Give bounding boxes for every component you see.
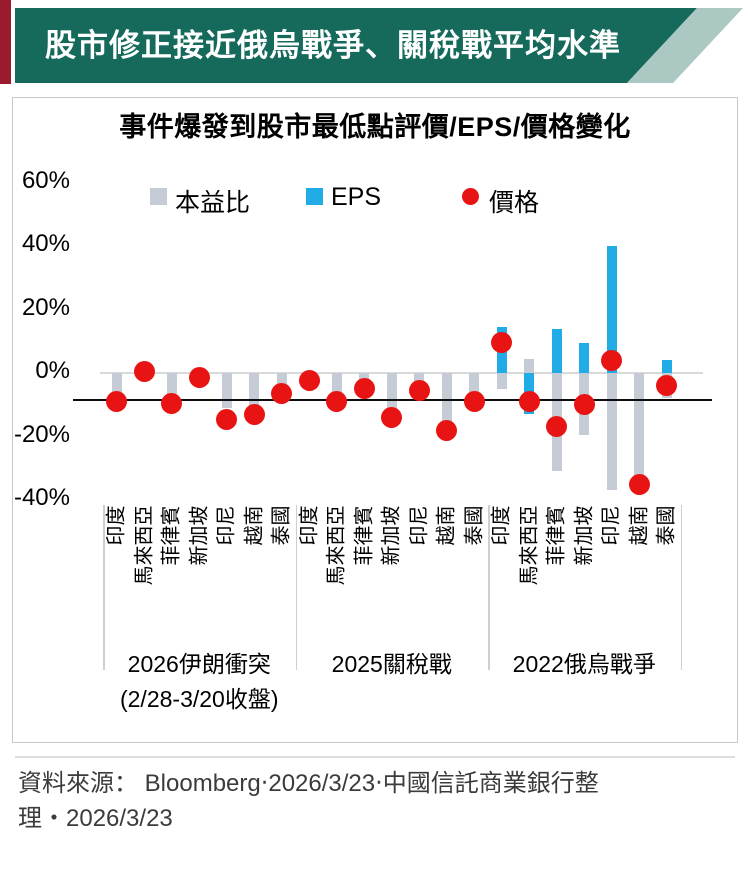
y-axis-tick-label: 20% bbox=[21, 293, 70, 321]
price-dot bbox=[243, 403, 265, 425]
pe-bar bbox=[469, 373, 480, 400]
header-banner: 股市修正接近俄烏戰爭、關稅戰平均水準 bbox=[15, 8, 697, 83]
eps-bar bbox=[551, 328, 562, 373]
chart-panel bbox=[12, 97, 738, 743]
x-axis-category-label: 泰國 bbox=[655, 505, 678, 546]
x-axis-category-label: 泰國 bbox=[463, 505, 486, 546]
price-dot bbox=[573, 394, 595, 416]
pe-bar bbox=[386, 373, 397, 413]
price-dot bbox=[381, 406, 403, 428]
price-dot bbox=[326, 391, 348, 413]
x-axis-category-label: 菲律賓 bbox=[545, 505, 568, 566]
price-dot bbox=[518, 391, 540, 413]
x-axis-category-label: 新加坡 bbox=[380, 505, 403, 566]
pe-bar bbox=[524, 358, 535, 373]
x-axis-category-label: 菲律賓 bbox=[160, 505, 183, 566]
x-axis-category-label: 印度 bbox=[105, 505, 128, 546]
category-divider bbox=[488, 505, 490, 670]
x-axis-category-label: 印尼 bbox=[408, 505, 431, 546]
y-axis-tick-label: -40% bbox=[13, 484, 70, 511]
pe-bar bbox=[111, 373, 122, 393]
price-dot bbox=[546, 416, 568, 438]
pe-bar bbox=[249, 373, 260, 410]
y-axis-tick-label: 40% bbox=[21, 230, 70, 257]
x-axis-category-label: 新加坡 bbox=[188, 505, 211, 566]
price-dot bbox=[628, 473, 650, 495]
price-dot bbox=[106, 391, 128, 413]
footer-divider bbox=[15, 756, 735, 758]
x-axis-category-label: 馬來西亞 bbox=[518, 505, 541, 586]
pe-bar bbox=[166, 373, 177, 394]
x-axis-category-label: 越南 bbox=[435, 505, 458, 546]
page-title: 股市修正接近俄烏戰爭、關稅戰平均水準 bbox=[45, 28, 621, 63]
legend-eps-swatch bbox=[306, 188, 323, 205]
legend-price-label: 價格 bbox=[489, 189, 540, 217]
pe-bar bbox=[606, 373, 617, 491]
y-axis-tick-label: 60% bbox=[21, 166, 70, 194]
category-divider bbox=[295, 505, 297, 670]
pe-bar bbox=[221, 373, 232, 408]
legend-pe-label: 本益比 bbox=[175, 189, 251, 217]
eps-bar bbox=[606, 246, 617, 373]
source-note: 資料來源： Bloomberg‧2026/3/23‧中國信託商業銀行整 理‧20… bbox=[18, 766, 734, 836]
x-axis-category-label: 印尼 bbox=[600, 505, 623, 546]
price-dot bbox=[353, 378, 375, 400]
x-axis-category-label: 新加坡 bbox=[573, 505, 596, 566]
x-axis-category-label: 馬來西亞 bbox=[325, 505, 348, 586]
category-divider bbox=[680, 505, 682, 670]
event-group-label: 2026伊朗衝突 bbox=[127, 651, 271, 677]
pe-bar bbox=[331, 373, 342, 400]
eps-bar bbox=[661, 360, 672, 373]
x-axis-category-label: 印度 bbox=[490, 505, 513, 546]
x-axis-category-label: 馬來西亞 bbox=[133, 505, 156, 586]
chart-title: 事件爆發到股市最低點評價/EPS/價格變化 bbox=[119, 112, 631, 142]
legend-eps-label: EPS bbox=[331, 183, 382, 211]
price-dot bbox=[436, 419, 458, 441]
price-dot bbox=[188, 367, 210, 389]
x-axis-category-label: 泰國 bbox=[270, 505, 293, 546]
event-group-sublabel: (2/28-3/20收盤) bbox=[119, 686, 279, 712]
average-reference-line bbox=[73, 398, 712, 401]
event-group-label: 2022俄烏戰爭 bbox=[512, 651, 656, 677]
x-axis-category-label: 印尼 bbox=[215, 505, 238, 546]
eps-bar bbox=[579, 342, 590, 373]
price-dot bbox=[216, 408, 238, 430]
x-axis-category-label: 菲律賓 bbox=[353, 505, 376, 566]
zero-gridline bbox=[100, 372, 703, 374]
price-dot bbox=[133, 360, 155, 382]
pe-bar bbox=[496, 373, 507, 389]
x-axis-category-label: 越南 bbox=[243, 505, 266, 546]
y-axis-tick-label: -20% bbox=[13, 420, 70, 448]
price-dot bbox=[298, 370, 320, 392]
price-dot bbox=[601, 349, 623, 371]
pe-bar bbox=[634, 373, 645, 478]
price-dot bbox=[463, 391, 485, 413]
x-axis-category-label: 越南 bbox=[628, 505, 651, 546]
source-note-line2: 理‧2026/3/23 bbox=[18, 805, 173, 832]
price-dot bbox=[161, 392, 183, 414]
price-dot bbox=[491, 332, 513, 354]
price-dot bbox=[656, 375, 678, 397]
price-dot bbox=[408, 379, 430, 401]
event-group-label: 2025關稅戰 bbox=[331, 651, 452, 677]
price-dot bbox=[271, 383, 293, 405]
legend-pe-swatch bbox=[150, 188, 167, 205]
source-note-line1: 資料來源： Bloomberg‧2026/3/23‧中國信託商業銀行整 bbox=[18, 770, 599, 797]
category-divider bbox=[103, 505, 105, 670]
corner-accent-bar bbox=[0, 0, 11, 84]
y-axis-tick-label: 0% bbox=[35, 357, 70, 384]
legend-price-swatch bbox=[462, 188, 479, 205]
x-axis-category-label: 印度 bbox=[298, 505, 321, 546]
